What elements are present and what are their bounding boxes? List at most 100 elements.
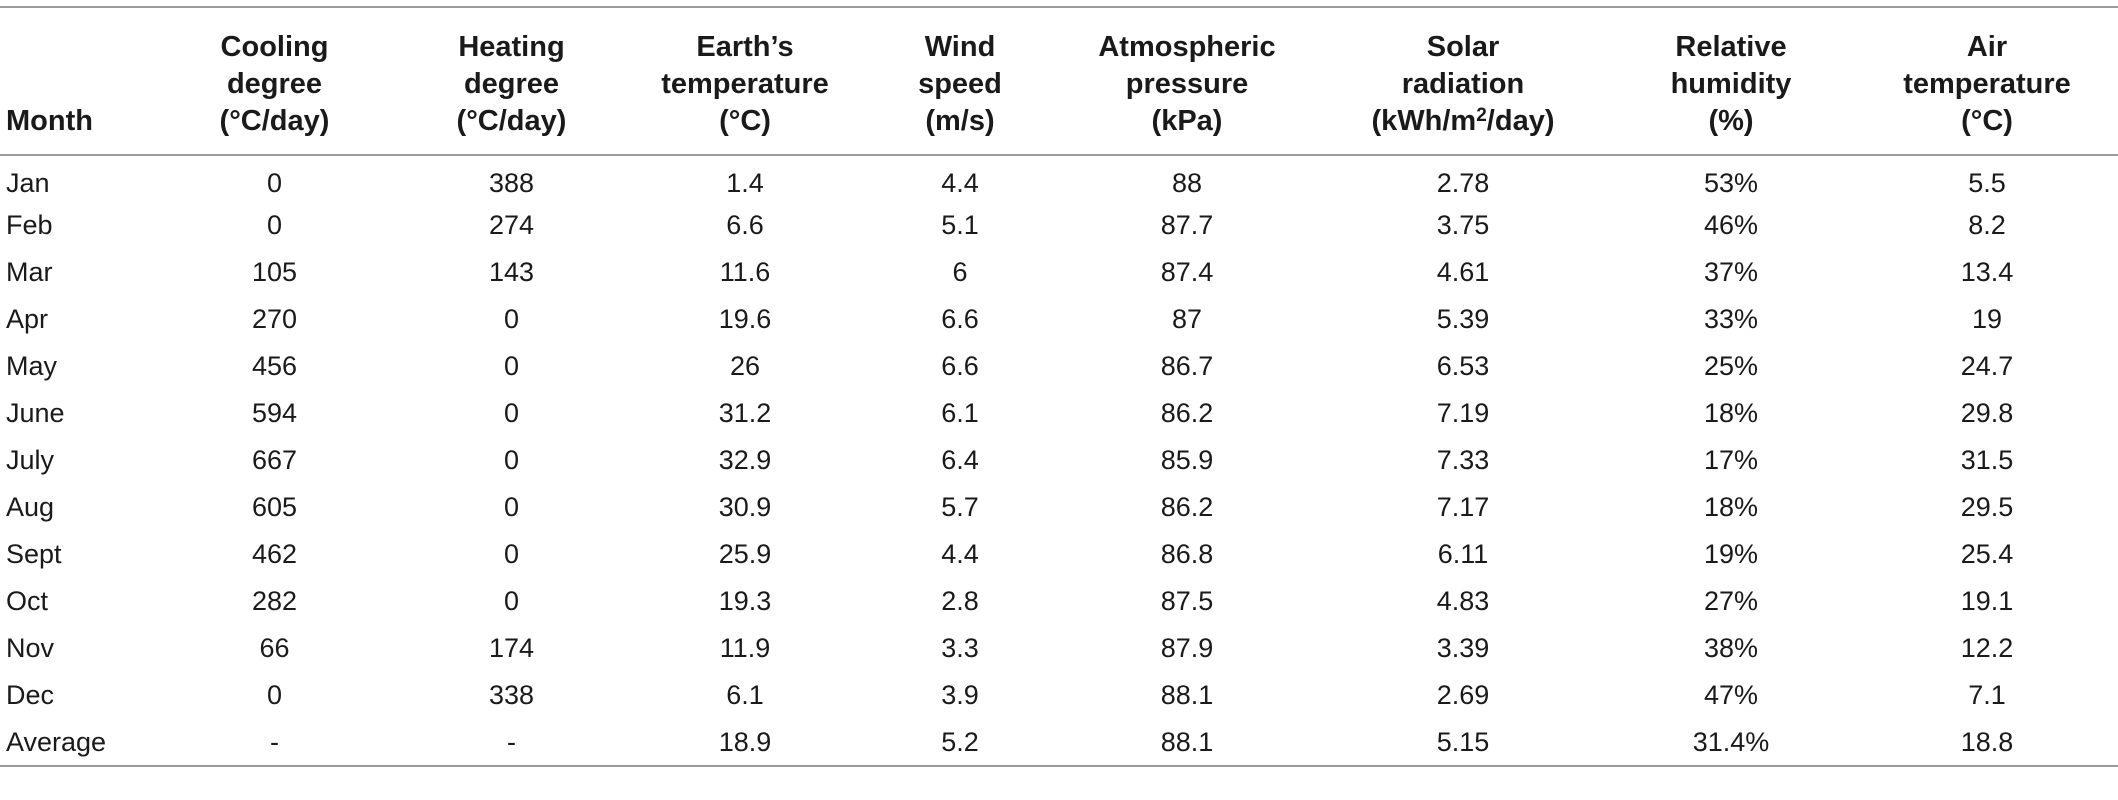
cell-solar-radiation: 4.61 [1436, 257, 1490, 287]
table-header: Month Cooling degree (°C/day) Heating de… [0, 6, 2118, 156]
cell-air-temperature: 8.2 [1968, 210, 2006, 240]
cell-wind-speed: 2.8 [941, 586, 979, 616]
cell-cooling-degree: 105 [251, 257, 298, 287]
cell-solar-radiation: 6.11 [1437, 539, 1489, 569]
cell-solar-radiation: 4.83 [1436, 586, 1490, 616]
table-body: Jan 0 388 1.4 4.4 88 2.78 53% 5.5 Feb 0 274 6.6 5.1 87… [0, 155, 2118, 767]
cell-relative-humidity: 31.4% [1606, 719, 1856, 767]
cell-solar-radiation: 3.75 [1436, 210, 1490, 240]
header-solar-line-2: radiation [1401, 68, 1525, 100]
cell-cooling-degree: 0 [266, 210, 283, 240]
header-wind-line-3: (m/s) [925, 105, 995, 137]
cell-solar-radiation: 7.33 [1436, 445, 1490, 475]
cell-cooling-degree: 456 [251, 351, 298, 381]
cell-month: Apr [6, 304, 49, 334]
header-heating-line-1: Heating [458, 31, 565, 63]
cell-atmospheric-pressure: 86.8 [1160, 539, 1214, 569]
cell-relative-humidity: 37% [1703, 257, 1759, 287]
header-solar-unit-sup: 2 [1476, 105, 1487, 126]
table-row: Dec 0 338 6.1 3.9 88.1 2.69 47% 7.1 [0, 672, 2118, 719]
table-row: Mar 105 143 11.6 6 87.4 4.61 37% 13.4 [0, 249, 2118, 296]
cell-earth-temperature: 6.1 [726, 680, 764, 710]
header-wind-speed: Wind speed (m/s) [866, 6, 1054, 156]
cell-cooling-degree: 270 [251, 304, 298, 334]
header-solar-unit: (kWh/m2/day) [1320, 103, 1606, 140]
cell-month: Oct [6, 586, 49, 616]
header-air-line-1: Air [1966, 31, 2008, 63]
cell-wind-speed: 6.6 [941, 351, 979, 381]
cell-heating-degree: 0 [503, 539, 520, 569]
cell-air-temperature: 25.4 [1960, 539, 2014, 569]
cell-heating-degree: 0 [503, 398, 520, 428]
table-row: July 667 0 32.9 6.4 85.9 7.33 17% 31.5 [0, 437, 2118, 484]
cell-heating-degree: 0 [503, 304, 520, 334]
cell-relative-humidity: 18% [1703, 398, 1759, 428]
cell-earth-temperature: 6.6 [726, 210, 764, 240]
cell-earth-temperature: 30.9 [718, 492, 772, 522]
cell-cooling-degree: 66 [259, 633, 290, 663]
table-row: June 594 0 31.2 6.1 86.2 7.19 18% 29.8 [0, 390, 2118, 437]
table-row: Oct 282 0 19.3 2.8 87.5 4.83 27% 19.1 [0, 578, 2118, 625]
monthly-climate-table: Month Cooling degree (°C/day) Heating de… [0, 6, 2118, 767]
cell-relative-humidity: 18% [1703, 492, 1759, 522]
cell-month: Average [0, 719, 150, 767]
header-month: Month [0, 6, 150, 156]
cell-relative-humidity: 53% [1703, 167, 1759, 198]
cell-atmospheric-pressure: 88 [1171, 167, 1203, 198]
header-humidity-line-3: (%) [1708, 105, 1754, 137]
cell-wind-speed: 4.4 [941, 539, 979, 569]
cell-month: Nov [6, 633, 55, 663]
header-row: Month Cooling degree (°C/day) Heating de… [0, 6, 2118, 156]
cell-month: May [6, 351, 58, 381]
table-row: Sept 462 0 25.9 4.4 86.8 6.11 19% 25.4 [0, 531, 2118, 578]
cell-wind-speed: 3.3 [941, 633, 979, 663]
cell-wind-speed: 5.7 [941, 492, 979, 522]
cell-wind-speed: 5.1 [941, 210, 979, 240]
cell-air-temperature: 7.1 [1968, 680, 2006, 710]
cell-earth-temperature: 18.9 [624, 719, 866, 767]
cell-atmospheric-pressure: 87.5 [1160, 586, 1214, 616]
table-row: Average - -18.9 5.2 88.1 5.15 31.4% 18.8 [0, 719, 2118, 767]
cell-wind-speed: 4.4 [941, 167, 979, 198]
cell-cooling-degree: 594 [251, 398, 298, 428]
cell-atmospheric-pressure: 87.7 [1160, 210, 1214, 240]
cell-earth-temperature: 19.6 [718, 304, 772, 334]
cell-heating-degree: 338 [488, 680, 535, 710]
table-row: May 456 0 26 6.6 86.7 6.53 25% 24.7 [0, 343, 2118, 390]
table-row: Feb 0 274 6.6 5.1 87.7 3.75 46% 8.2 [0, 202, 2118, 249]
cell-cooling-degree: 667 [251, 445, 298, 475]
cell-heating-degree: 0 [503, 351, 520, 381]
header-relative-humidity: Relative humidity (%) [1606, 6, 1856, 156]
header-heating-degree: Heating degree (°C/day) [399, 6, 624, 156]
cell-solar-radiation: 7.19 [1436, 398, 1490, 428]
cell-atmospheric-pressure: 87.4 [1160, 257, 1214, 287]
header-solar-radiation: Solar radiation (kWh/m2/day) [1320, 6, 1606, 156]
header-earth-line-1: Earth’s [696, 31, 794, 63]
cell-heating-degree: 388 [488, 167, 535, 198]
table-row: Jan 0 388 1.4 4.4 88 2.78 53% 5.5 [0, 155, 2118, 202]
cell-wind-speed: 3.9 [941, 680, 979, 710]
cell-solar-radiation: 5.39 [1436, 304, 1490, 334]
cell-month: June [6, 398, 65, 428]
cell-earth-temperature: 32.9 [718, 445, 772, 475]
cell-atmospheric-pressure: 88.1 [1054, 719, 1320, 767]
cell-earth-temperature: 25.9 [718, 539, 772, 569]
cell-atmospheric-pressure: 87.9 [1160, 633, 1214, 663]
cell-heating-degree: 0 [503, 445, 520, 475]
cell-air-temperature: 31.5 [1960, 445, 2014, 475]
table-row: Apr 270 0 19.6 6.6 87 5.39 33% 19 [0, 296, 2118, 343]
cell-air-temperature: 29.8 [1960, 398, 2014, 428]
cell-relative-humidity: 27% [1703, 586, 1759, 616]
cell-wind-speed: 6.6 [941, 304, 979, 334]
cell-earth-temperature: 31.2 [718, 398, 772, 428]
header-cooling-line-2: degree [226, 68, 323, 100]
cell-atmospheric-pressure: 86.2 [1160, 398, 1214, 428]
cell-heating-degree: 0 [503, 586, 520, 616]
cell-heating-degree: 0 [503, 492, 520, 522]
header-heating-line-2: degree [463, 68, 560, 100]
cell-solar-radiation: 7.17 [1436, 492, 1490, 522]
cell-air-temperature: 29.5 [1960, 492, 2014, 522]
cell-atmospheric-pressure: 88.1 [1160, 680, 1214, 710]
cell-air-temperature: 13.4 [1960, 257, 2014, 287]
